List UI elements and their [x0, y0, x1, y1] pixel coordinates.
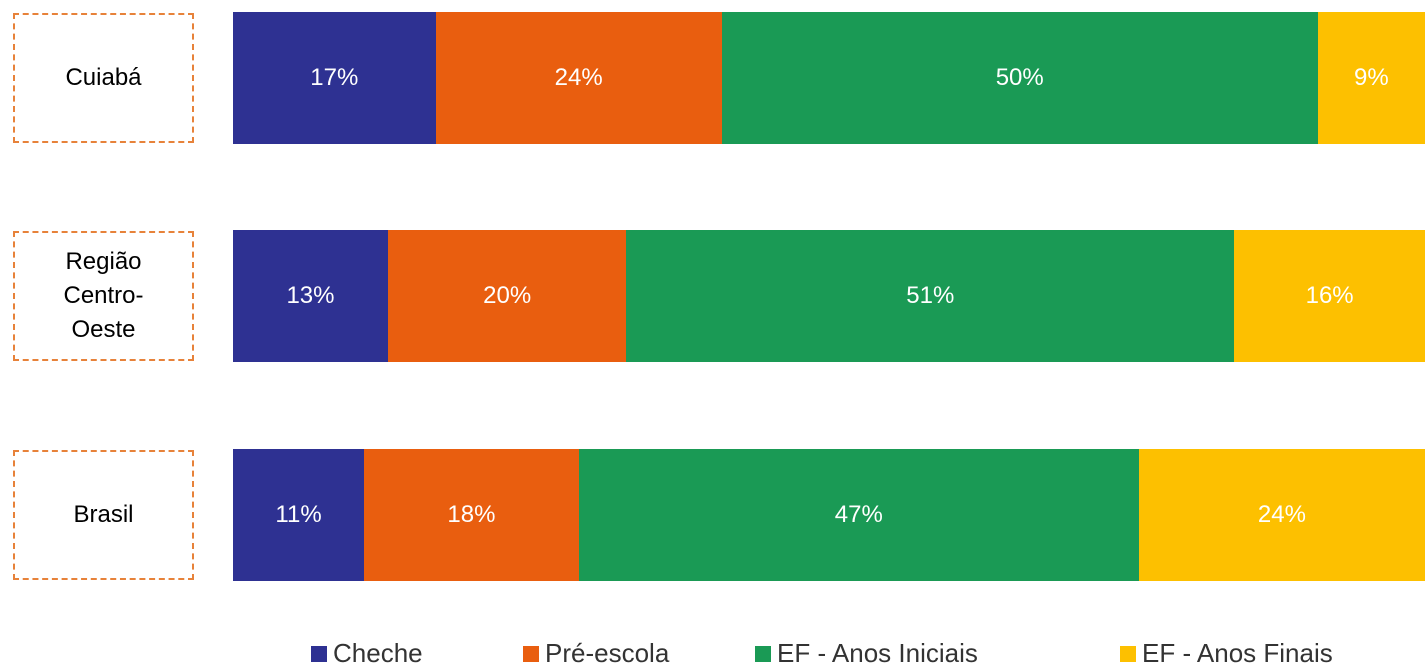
- value-label: 50%: [995, 64, 1044, 91]
- bar-segment: [233, 12, 436, 144]
- legend-label: EF - Anos Iniciais: [777, 638, 978, 668]
- bar-segment: [578, 449, 1139, 581]
- bar-segment: [435, 12, 722, 144]
- bar-segment: [1138, 449, 1425, 581]
- value-label: 47%: [834, 501, 883, 528]
- bar-segment: [1317, 12, 1425, 144]
- bar-segment: [233, 449, 365, 581]
- legend-swatch: [755, 645, 771, 662]
- legend-swatch: [1120, 645, 1136, 662]
- category-label: Região Centro-Oeste: [63, 248, 144, 343]
- legend-item: EF - Anos Finais: [1120, 638, 1333, 669]
- legend-swatch: [523, 645, 539, 662]
- category-label: Cuiabá: [65, 64, 142, 91]
- category-box: Cuiabá: [13, 13, 194, 143]
- value-label: 11%: [275, 501, 322, 528]
- bar-segment: [233, 230, 388, 362]
- legend-swatch: [311, 645, 327, 662]
- value-label: 16%: [1305, 282, 1354, 309]
- value-label: 13%: [286, 282, 335, 309]
- value-label: 17%: [310, 64, 359, 91]
- category-label: Brasil: [73, 501, 134, 528]
- value-label: 9%: [1354, 64, 1389, 91]
- bar-segment: [626, 230, 1235, 362]
- category-box: Região Centro-Oeste: [13, 231, 194, 361]
- legend-item: Cheche: [311, 638, 423, 669]
- bar-segment: [721, 12, 1318, 144]
- bar-segment: [387, 230, 627, 362]
- category-box: Brasil: [13, 450, 194, 580]
- legend-label: EF - Anos Finais: [1142, 638, 1333, 668]
- value-label: 20%: [483, 282, 532, 309]
- legend-label: Cheche: [333, 638, 423, 668]
- legend-label: Pré-escola: [545, 638, 670, 668]
- bar-segment: [1234, 230, 1425, 362]
- legend-item: Pré-escola: [523, 638, 669, 669]
- value-label: 24%: [554, 64, 603, 91]
- value-label: 51%: [906, 282, 955, 309]
- value-label: 24%: [1257, 501, 1306, 528]
- legend-item: EF - Anos Iniciais: [755, 638, 978, 669]
- bar-segment: [364, 449, 579, 581]
- value-label: 18%: [447, 501, 496, 528]
